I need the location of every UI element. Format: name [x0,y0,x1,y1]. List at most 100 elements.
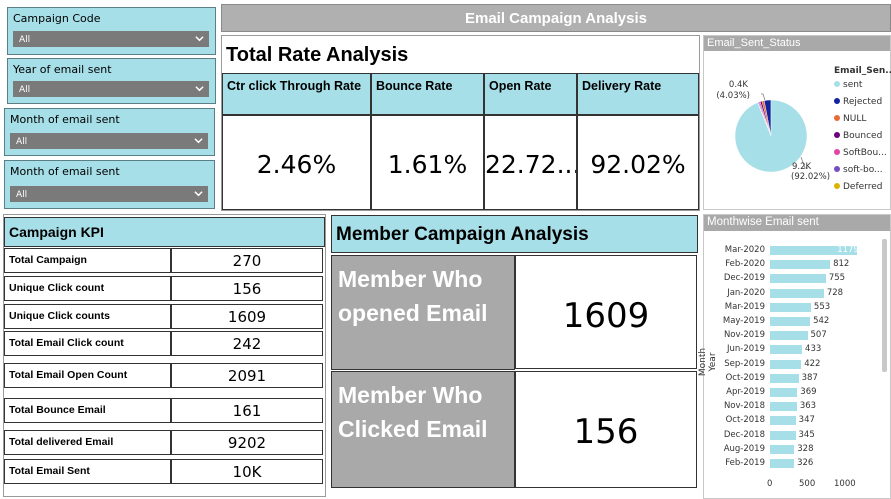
legend-dot-icon [834,132,840,138]
member-opened-value: 1609 [515,255,697,369]
bar[interactable] [770,416,796,426]
legend-dot-icon [834,183,840,189]
bar[interactable] [770,331,808,341]
member-clicked-label: Member Who Clicked Email [331,371,515,488]
legend-item[interactable]: Bounced [834,131,882,141]
bar-value-label: 347 [798,415,815,426]
bar-value-label: 812 [833,259,850,270]
page-title: Email Campaign Analysis [464,10,647,27]
bar-value-label: 326 [797,458,814,468]
bar-value-label: 507 [810,330,827,341]
slicer-label: Year of email sent [13,63,112,76]
legend-item[interactable]: Rejected [834,97,882,107]
legend-item[interactable]: sent [834,80,862,90]
bar[interactable] [770,388,798,397]
legend-label: Deferred [843,182,883,192]
member-heading: Member Campaign Analysis [336,224,589,245]
kpi-label: Unique Click counts [4,304,171,329]
bar-value-label: 433 [805,344,822,355]
legend-dot-icon [834,115,840,121]
member-clicked-line1: Member Who [338,382,483,408]
bar[interactable] [770,402,797,412]
bar[interactable] [770,444,795,454]
bounce-rate-header: Bounce Rate [371,73,484,115]
pie-leader-line [800,156,808,169]
month-dropdown-2[interactable]: All [10,186,208,202]
legend-item[interactable]: Deferred [834,182,882,192]
bar-category-label: Aug-2019 [723,443,765,454]
legend-item[interactable]: soft-bo... [834,165,883,175]
bar[interactable] [770,359,802,369]
bar-category-label: Dec-2019 [723,273,765,284]
slicer-month-2: Month of email sent All [4,160,215,209]
kpi-value: 1609 [171,304,323,329]
bar[interactable] [770,260,831,270]
member-heading-bar: Member Campaign Analysis [331,215,698,253]
bar-category-label: Feb-2019 [725,458,765,468]
bounce-rate-value: 1.61% [371,115,484,210]
bar-category-label: Dec-2018 [723,429,765,440]
legend-label: soft-bo... [843,165,883,175]
open-rate-header: Open Rate [484,73,577,115]
pie-annotation-value: 0.4K [729,80,749,90]
kpi-value: 10K [171,459,323,484]
slicer-month-1: Month of email sent All [4,108,215,156]
kpi-value: 242 [171,331,323,356]
member-clicked-value: 156 [515,371,697,488]
bar[interactable] [770,459,795,468]
legend-dot-icon [834,149,840,155]
kpi-value: 156 [171,276,323,301]
bar[interactable] [770,373,799,383]
pie-annotation-percent: (4.03%) [716,91,750,101]
dropdown-value: All [16,190,28,200]
bar-category-label: Mar-2020 [724,245,765,255]
dropdown-value: All [16,137,28,147]
monthwise-panel: Monthwise Email sent [703,214,891,499]
ctr-rate-header: Ctr click Through Rate [222,73,371,115]
delivery-rate-value: 92.02% [577,115,699,210]
bar[interactable] [770,430,796,440]
open-rate-value: 22.72... [484,115,577,210]
bar-category-label: Jan-2020 [727,287,765,298]
chevron-down-icon [194,138,203,144]
total-rate-heading: Total Rate Analysis [226,44,409,66]
scrollbar[interactable] [882,239,887,372]
x-tick-label: 1000 [834,479,856,489]
x-tick-label: 0 [767,479,773,489]
bar-title-bar: Monthwise Email sent [704,215,890,231]
pie-leader-line [761,93,766,101]
chevron-down-icon [195,36,204,42]
chevron-down-icon [194,191,203,197]
bar-value-label: 363 [799,401,817,412]
slicer-campaign-code: Campaign Code All [7,7,216,55]
pie-slice-sent[interactable] [734,99,808,173]
bar-value-label: 728 [826,287,844,298]
pie-title-bar: Email_Sent_Status [704,36,890,51]
kpi-label: Total Bounce Email [4,398,171,423]
campaign-code-dropdown[interactable]: All [13,31,209,47]
bar[interactable] [770,345,803,355]
legend-label: Rejected [843,97,883,107]
bar[interactable] [770,288,824,298]
slicer-label: Month of email sent [10,165,120,178]
month-dropdown-1[interactable]: All [10,133,208,149]
bar[interactable] [770,317,811,326]
kpi-value: 2091 [171,363,323,388]
bar-category-label: Nov-2019 [723,330,765,341]
bar-value-label: 553 [813,301,831,312]
bar[interactable] [770,246,858,255]
bar-category-label: Nov-2018 [723,401,765,412]
legend-label: SoftBou... [843,148,887,158]
legend-item[interactable]: SoftBou... [834,148,887,158]
bar[interactable] [770,274,826,284]
year-dropdown[interactable]: All [13,81,209,97]
member-opened-line2: opened Email [338,300,488,326]
legend-dot-icon [834,81,840,87]
bar-value-label: 542 [813,316,830,326]
bar-chart-title: Monthwise Email sent [707,216,819,228]
delivery-rate-header: Delivery Rate [577,73,699,115]
bar-value-label: 328 [797,443,814,454]
bar[interactable] [770,302,811,312]
bar-value-label: 387 [801,372,818,383]
legend-item[interactable]: NULL [834,114,866,124]
